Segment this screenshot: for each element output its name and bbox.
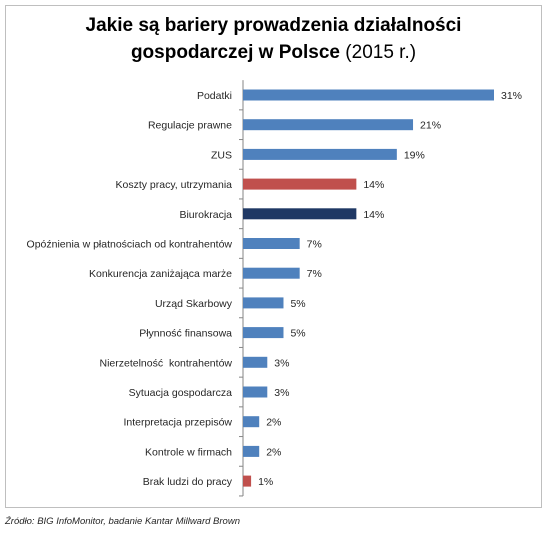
category-label: Nierzetelność kontrahentów <box>100 357 233 369</box>
category-label: Interpretacja przepisów <box>123 417 232 429</box>
chart-title: Jakie są bariery prowadzenia działalnośc… <box>5 12 542 66</box>
category-label: Płynność finansowa <box>139 328 232 340</box>
category-label: Kontrole w firmach <box>145 446 232 458</box>
value-label: 5% <box>290 298 305 310</box>
category-label: Urząd Skarbowy <box>155 298 233 310</box>
chart-title-line1: Jakie są bariery prowadzenia działalnośc… <box>85 15 462 36</box>
value-label: 2% <box>266 446 281 458</box>
source-note: Źródło: BIG InfoMonitor, badanie Kantar … <box>5 516 240 527</box>
value-label: 7% <box>307 268 322 280</box>
bar <box>243 267 300 279</box>
bar <box>243 416 260 428</box>
value-label: 31% <box>501 90 522 102</box>
value-label: 3% <box>274 357 289 369</box>
bar <box>243 148 397 160</box>
bar <box>243 238 300 249</box>
chart-frame <box>5 5 542 508</box>
bar <box>243 89 494 101</box>
value-label: 19% <box>404 149 425 161</box>
value-label: 14% <box>363 179 384 191</box>
chart-title-line2: gospodarczej w Polsce <box>130 42 341 63</box>
category-label: Podatki <box>197 90 232 102</box>
bar <box>243 356 268 368</box>
bar <box>243 445 260 457</box>
value-label: 14% <box>363 209 384 221</box>
bar <box>243 475 252 487</box>
category-label: Opóźnienia w płatnościach od kontrahentó… <box>27 239 233 251</box>
value-label: 7% <box>307 239 322 251</box>
bar <box>243 386 268 398</box>
category-label: Sytuacja gospodarcza <box>129 387 232 399</box>
category-label: Biurokracja <box>179 209 232 221</box>
category-label: Regulacje prawne <box>148 120 232 132</box>
value-label: 2% <box>266 417 281 429</box>
bar <box>243 178 357 190</box>
category-label: Koszty pracy, utrzymania <box>115 179 232 191</box>
value-label: 5% <box>290 328 305 340</box>
bar <box>243 119 414 131</box>
category-label: Brak ludzi do pracy <box>143 476 233 488</box>
category-label: Konkurencja zaniżająca marże <box>89 268 232 280</box>
bar <box>243 297 284 309</box>
category-label: ZUS <box>211 149 232 161</box>
value-label: 21% <box>420 120 441 132</box>
value-label: 3% <box>274 387 289 399</box>
value-label: 1% <box>258 476 273 488</box>
bar <box>243 208 357 220</box>
bar <box>243 327 284 339</box>
chart-title-year: (2015 r.) <box>340 42 417 63</box>
